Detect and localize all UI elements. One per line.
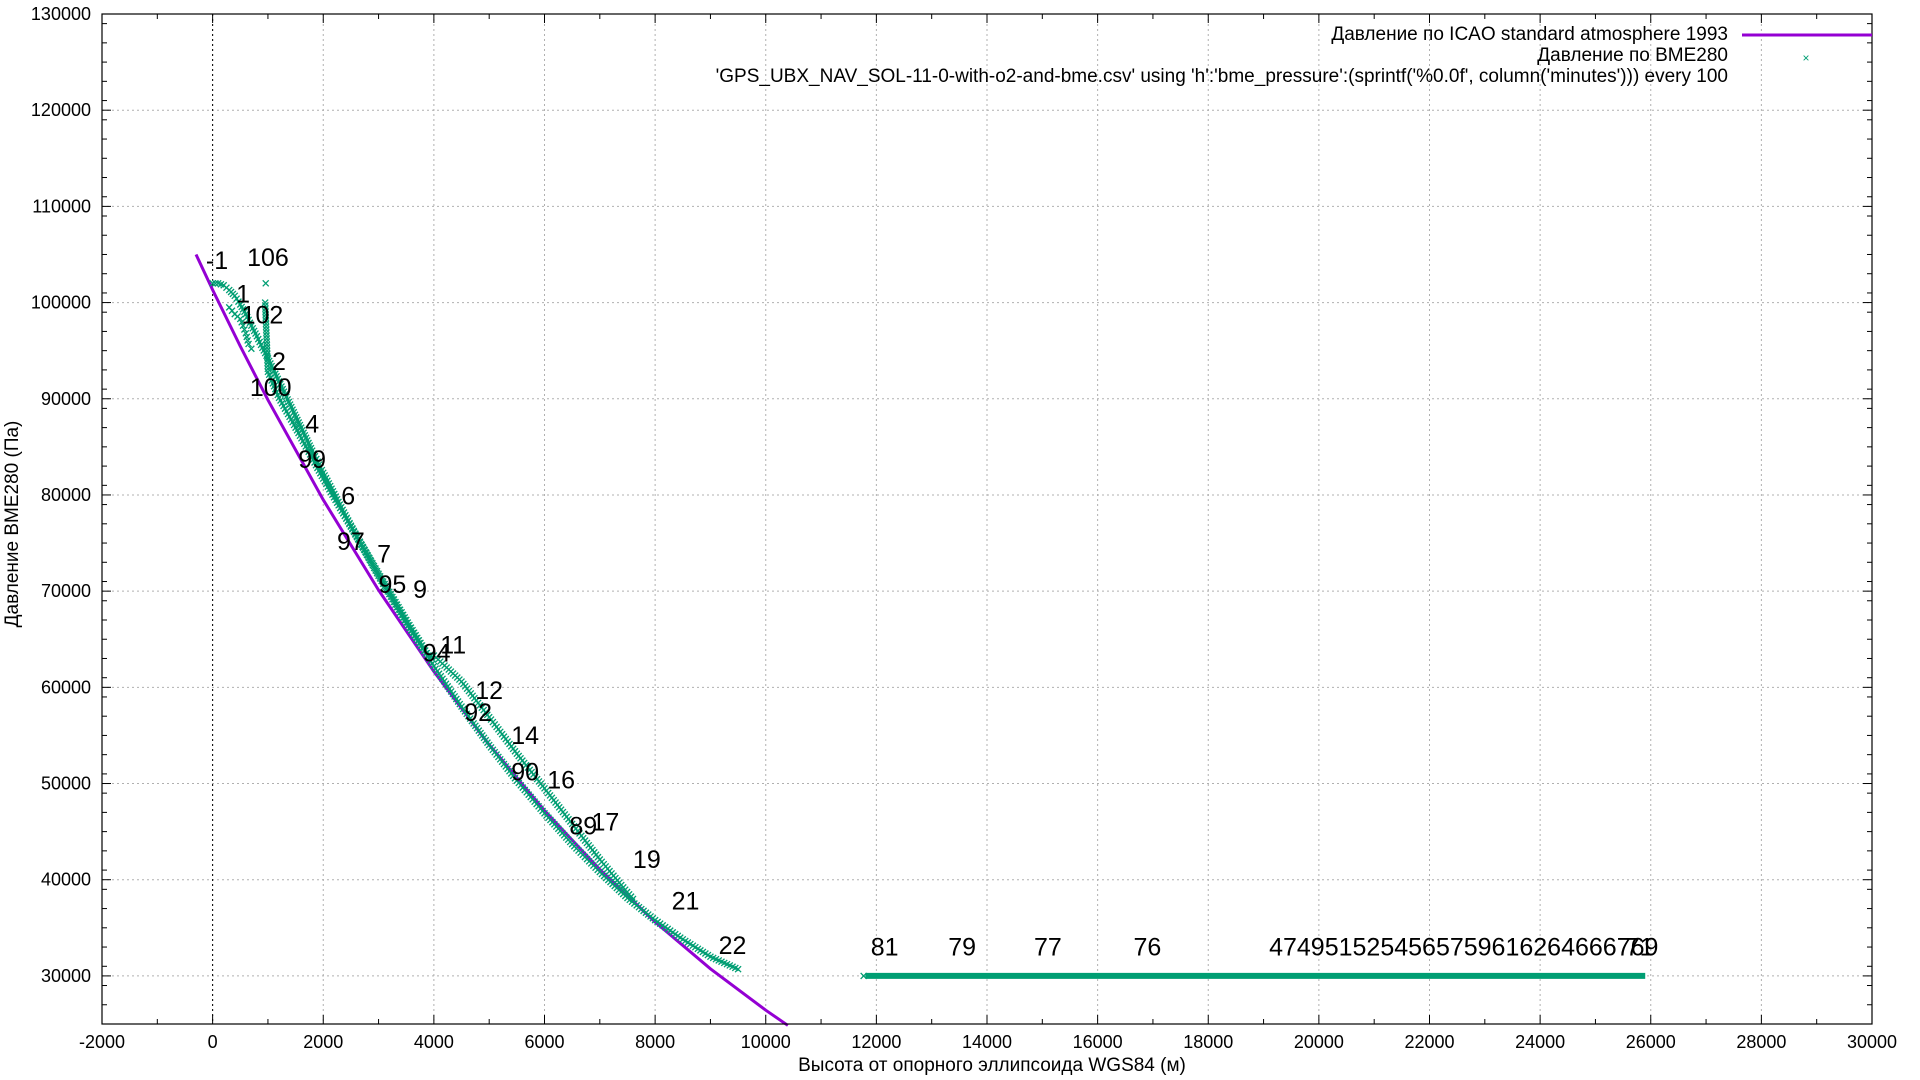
- minute-label: 102: [242, 302, 284, 330]
- y-tick-label: 70000: [41, 581, 91, 601]
- x-tick-label: 0: [208, 1032, 218, 1052]
- minute-label: 92: [464, 699, 492, 727]
- bme-ground-point: [247, 345, 255, 353]
- minute-label: -1: [206, 247, 228, 275]
- minute-label: 14: [511, 722, 539, 750]
- minute-label: 100: [250, 374, 292, 402]
- minute-label: 90: [511, 759, 539, 787]
- y-tick-label: 40000: [41, 870, 91, 890]
- x-tick-label: 24000: [1515, 1032, 1565, 1052]
- bme-outlier-point: [262, 279, 270, 287]
- minute-label: 9: [413, 576, 427, 604]
- minute-label: 71: [1626, 934, 1654, 962]
- minute-label: 1: [236, 281, 250, 309]
- bme-series: [209, 279, 1646, 980]
- minute-label: 4749515254565759616264666769: [1269, 934, 1658, 962]
- x-tick-label: 14000: [962, 1032, 1012, 1052]
- minute-label: 79: [948, 934, 976, 962]
- minute-label: 99: [298, 446, 326, 474]
- y-tick-label: 100000: [31, 293, 91, 313]
- y-tick-label: 110000: [32, 196, 91, 216]
- y-axis-title: Давление BME280 (Па): [2, 421, 23, 628]
- minute-label: 7: [377, 540, 391, 568]
- y-tick-label: 30000: [41, 966, 91, 986]
- bme-descent-point: [261, 299, 269, 307]
- minute-label: 81: [871, 934, 899, 962]
- axis-ticks: -2000 0 2000 4000 6000 8000 10000 12000 14000 160…: [31, 4, 1897, 1052]
- x-tick-label: 6000: [524, 1032, 564, 1052]
- y-tick-label: 120000: [31, 100, 91, 120]
- bme-ascent-point: [211, 279, 219, 287]
- x-tick-label: -2000: [79, 1032, 125, 1052]
- minute-label: 97: [337, 528, 365, 556]
- x-tick-label: 26000: [1626, 1032, 1676, 1052]
- minute-label: 106: [247, 244, 289, 272]
- minute-label: 77: [1034, 934, 1062, 962]
- x-tick-label: 28000: [1736, 1032, 1786, 1052]
- x-tick-label: 22000: [1404, 1032, 1454, 1052]
- minute-label: 12: [475, 677, 503, 705]
- y-tick-label: 50000: [41, 774, 91, 794]
- minute-label: 95: [378, 571, 406, 599]
- y-tick-label: 130000: [31, 4, 91, 24]
- x-tick-label: 18000: [1183, 1032, 1233, 1052]
- x-tick-label: 8000: [635, 1032, 675, 1052]
- x-tick-label: 20000: [1294, 1032, 1344, 1052]
- legend-label-bme: Давление по BME280: [1537, 45, 1728, 66]
- isa-series: [194, 253, 789, 1027]
- y-tick-label: 60000: [41, 677, 91, 697]
- legend: Давление по ICAO standard atmosphere 199…: [716, 24, 1872, 87]
- y-tick-label: 90000: [41, 389, 91, 409]
- bme-ascent-point: [734, 965, 742, 973]
- x-tick-label: 10000: [741, 1032, 791, 1052]
- minute-label: 11: [440, 632, 466, 660]
- bme-ground-point: [240, 326, 248, 333]
- bme-descent-point: [427, 652, 435, 660]
- x-tick-label: 12000: [851, 1032, 901, 1052]
- bme-ground-point: [245, 340, 253, 348]
- bme-plateau-point: [860, 972, 868, 980]
- minute-label: 19: [633, 846, 661, 874]
- bme-ascent-point: [209, 279, 217, 287]
- x-tick-label: 4000: [414, 1032, 454, 1052]
- minute-label: 16: [547, 766, 575, 794]
- minute-label: 76: [1134, 934, 1162, 962]
- minute-label: 89: [569, 813, 597, 841]
- legend-swatch-bme: ×: [1802, 51, 1809, 65]
- y-tick-label: 80000: [41, 485, 91, 505]
- bme-descent-point: [430, 652, 438, 660]
- minute-label: 6: [341, 483, 355, 511]
- minute-label: 17: [591, 809, 619, 837]
- x-axis-title: Высота от опорного эллипсоида WGS84 (м): [798, 1055, 1186, 1076]
- minute-label: 2: [272, 348, 286, 376]
- x-tick-label: 16000: [1073, 1032, 1123, 1052]
- x-tick-label: 30000: [1847, 1032, 1897, 1052]
- isa-pressure-line: [194, 253, 789, 1027]
- minute-label: 4: [305, 410, 319, 438]
- minute-label: 22: [719, 932, 747, 960]
- minute-label: 21: [672, 888, 700, 916]
- bme-ground-point: [239, 322, 247, 330]
- legend-label-isa: Давление по ICAO standard atmosphere 199…: [1331, 24, 1728, 45]
- minute-label: 94: [423, 639, 451, 667]
- legend-label-command: 'GPS_UBX_NAV_SOL-11-0-with-o2-and-bme.cs…: [716, 66, 1728, 87]
- grid: [101, 13, 1873, 1024]
- x-tick-label: 2000: [303, 1032, 343, 1052]
